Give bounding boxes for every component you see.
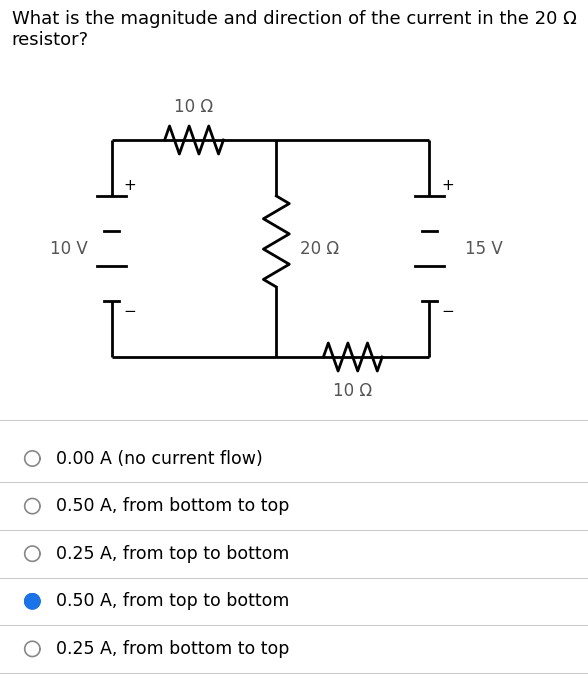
- Text: −: −: [123, 304, 136, 319]
- Polygon shape: [25, 594, 40, 609]
- Text: 0.25 A, from top to bottom: 0.25 A, from top to bottom: [56, 545, 289, 563]
- Text: 15 V: 15 V: [465, 239, 502, 258]
- Text: −: −: [441, 304, 454, 319]
- Text: 0.00 A (no current flow): 0.00 A (no current flow): [56, 449, 263, 468]
- Text: 0.50 A, from bottom to top: 0.50 A, from bottom to top: [56, 497, 289, 515]
- Text: What is the magnitude and direction of the current in the 20 Ω
resistor?: What is the magnitude and direction of t…: [12, 10, 576, 49]
- Text: 0.25 A, from bottom to top: 0.25 A, from bottom to top: [56, 640, 289, 658]
- Text: 10 V: 10 V: [51, 239, 88, 258]
- Text: +: +: [123, 178, 136, 193]
- Text: 20 Ω: 20 Ω: [300, 239, 339, 258]
- Text: +: +: [441, 178, 454, 193]
- Text: 10 Ω: 10 Ω: [333, 382, 372, 400]
- Text: 0.50 A, from top to bottom: 0.50 A, from top to bottom: [56, 592, 289, 610]
- Text: 10 Ω: 10 Ω: [175, 97, 213, 116]
